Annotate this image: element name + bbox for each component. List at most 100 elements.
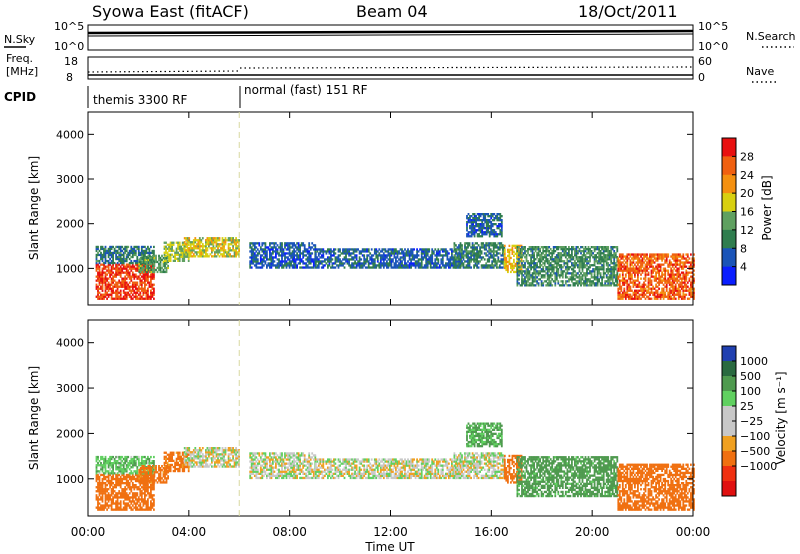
heatmap-cell <box>327 260 329 263</box>
heatmap-cell <box>103 279 105 282</box>
heatmap-cell <box>281 250 283 253</box>
heatmap-cell <box>127 269 130 272</box>
heatmap-cell <box>432 252 435 255</box>
heatmap-cell <box>500 227 503 230</box>
heatmap-cell <box>101 479 104 483</box>
heatmap-cell <box>508 254 511 257</box>
heatmap-cell <box>624 273 627 276</box>
heatmap-cell <box>686 259 689 262</box>
heatmap-cell <box>501 266 504 269</box>
heatmap-cell <box>413 256 415 259</box>
heatmap-cell <box>327 248 329 251</box>
heatmap-cell <box>461 250 463 253</box>
heatmap-cell <box>127 291 130 294</box>
heatmap-cell <box>680 257 683 260</box>
heatmap-cell <box>583 262 585 265</box>
heatmap-cell <box>151 251 154 255</box>
heatmap-cell <box>618 295 621 298</box>
heatmap-cell <box>438 254 441 257</box>
heatmap-cell <box>634 271 636 274</box>
heatmap-cell <box>658 275 660 278</box>
heatmap-cell <box>297 262 300 265</box>
heatmap-cell <box>256 260 259 263</box>
heatmap-cell <box>533 248 535 251</box>
heatmap-cell <box>382 248 385 251</box>
heatmap-cell <box>537 278 540 281</box>
heatmap-cell <box>124 283 127 286</box>
heatmap-cell <box>426 250 429 253</box>
heatmap-cell <box>671 283 674 286</box>
heatmap-cell <box>596 246 599 249</box>
heatmap-cell <box>670 255 673 258</box>
heatmap-cell <box>634 295 636 298</box>
heatmap-cell <box>484 217 487 220</box>
heatmap-cell <box>679 281 682 284</box>
heatmap-cell <box>175 241 178 244</box>
heatmap-cell <box>655 297 657 300</box>
heatmap-cell <box>101 279 104 282</box>
heatmap-cell <box>110 293 113 296</box>
heatmap-cell <box>524 284 526 287</box>
heatmap-cell <box>198 253 201 256</box>
heatmap-cell <box>269 250 271 253</box>
heatmap-cell <box>171 253 173 256</box>
heatmap-cell <box>659 257 662 260</box>
heatmap-cell <box>124 251 127 255</box>
heatmap-cell <box>163 259 166 262</box>
heatmap-cell <box>500 229 503 232</box>
heatmap-cell <box>342 252 344 255</box>
heatmap-cell <box>693 279 695 282</box>
heatmap-cell <box>109 494 111 497</box>
heatmap-cell <box>662 257 665 260</box>
heatmap-cell <box>146 262 148 266</box>
heatmap-cell <box>98 475 101 479</box>
heatmap-cell <box>643 293 645 296</box>
heatmap-cell <box>330 252 332 255</box>
nave-tick-top: 60 <box>698 55 712 68</box>
heatmap-cell <box>147 295 149 298</box>
heatmap-cell <box>520 260 523 264</box>
heatmap-cell <box>524 282 526 285</box>
heatmap-cell <box>605 256 608 259</box>
heatmap-cell <box>275 246 277 249</box>
heatmap-cell <box>536 246 538 249</box>
heatmap-cell <box>95 295 98 298</box>
heatmap-cell <box>482 223 485 226</box>
heatmap-cell <box>482 242 485 245</box>
heatmap-cell <box>145 291 148 294</box>
heatmap-cell <box>571 280 573 283</box>
heatmap-cell <box>130 279 133 282</box>
heatmap-cell <box>334 258 337 261</box>
heatmap-cell <box>445 248 447 251</box>
heatmap-cell <box>109 484 111 487</box>
heatmap-cell <box>524 250 526 253</box>
heatmap-cell <box>273 260 276 263</box>
heatmap-cell <box>354 266 356 269</box>
heatmap-cell <box>577 260 579 263</box>
heatmap-cell <box>503 254 506 257</box>
heatmap-cell <box>416 262 418 265</box>
heatmap-cell <box>104 251 107 255</box>
heatmap-cell <box>140 245 143 249</box>
heatmap-cell <box>227 253 230 256</box>
heatmap-cell <box>153 297 155 300</box>
heatmap-cell <box>441 260 444 263</box>
heatmap-cell <box>322 254 325 257</box>
heatmap-cell <box>564 256 567 259</box>
heatmap-cell <box>401 266 403 269</box>
heatmap-cell <box>593 246 596 249</box>
heatmap-cell <box>138 266 141 270</box>
noise-sky-trace <box>87 29 694 35</box>
heatmap-cell <box>492 266 495 269</box>
heatmap-cell <box>186 249 189 252</box>
heatmap-cell <box>440 258 443 261</box>
heatmap-cell <box>641 269 644 272</box>
heatmap-cell <box>414 266 417 269</box>
heatmap-cell <box>653 291 656 294</box>
heatmap-cell <box>118 496 121 499</box>
heatmap-cell <box>476 258 478 261</box>
heatmap-cell <box>279 246 282 249</box>
heatmap-cell <box>420 264 423 267</box>
heatmap-cell <box>650 269 653 272</box>
heatmap-cell <box>661 293 663 296</box>
